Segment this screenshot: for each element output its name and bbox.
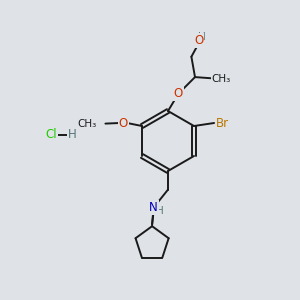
Text: Br: Br [216, 116, 229, 130]
Text: H: H [198, 32, 206, 42]
Text: O: O [119, 116, 128, 130]
Text: H: H [68, 128, 77, 142]
Text: O: O [194, 34, 203, 47]
Text: CH₃: CH₃ [212, 74, 231, 84]
Text: N: N [149, 201, 158, 214]
Text: O: O [174, 87, 183, 100]
Text: Cl: Cl [45, 128, 57, 142]
Text: H: H [156, 206, 164, 216]
Text: CH₃: CH₃ [77, 118, 96, 129]
